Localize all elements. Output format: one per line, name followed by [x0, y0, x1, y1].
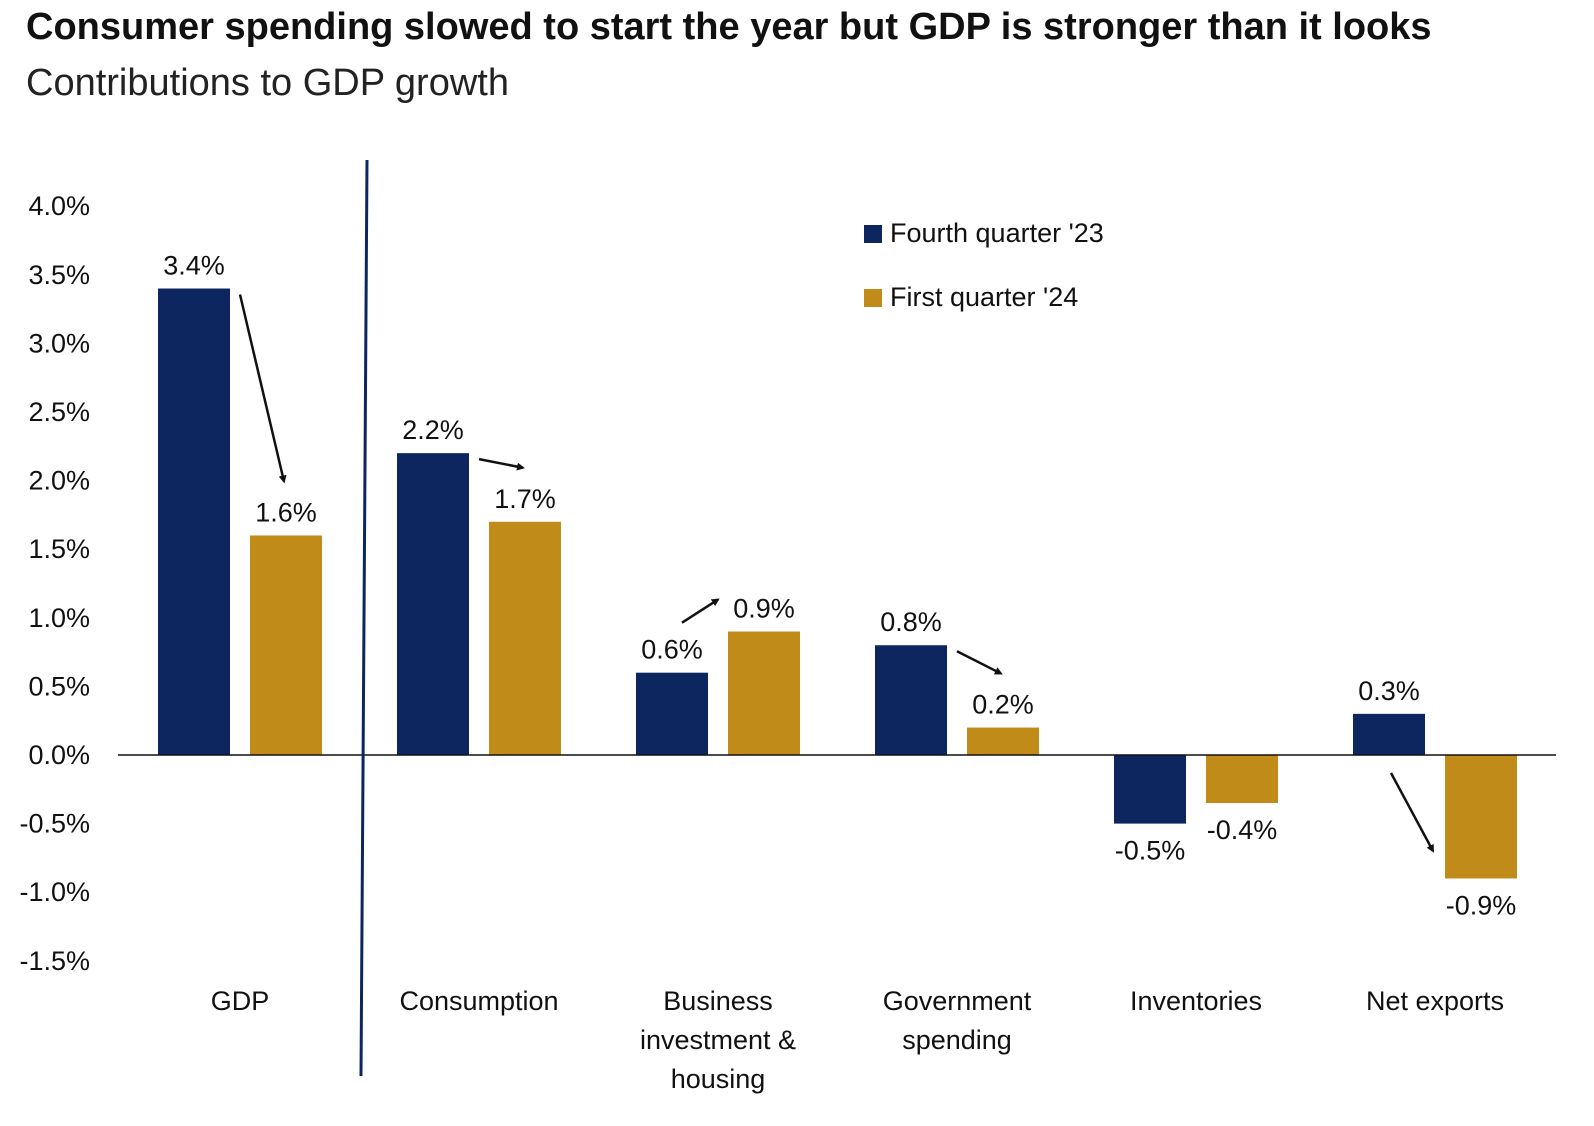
legend-label: First quarter '24: [890, 282, 1078, 312]
data-label: -0.5%: [1115, 836, 1186, 866]
y-tick-label: 0.5%: [28, 671, 90, 701]
y-tick-label: 4.0%: [28, 191, 90, 221]
axis-layer: 4.0% 3.5% 3.0% 2.5% 2.0% 1.5% 1.0% 0.5% 0.0% -0.5…: [19, 159, 1556, 1077]
y-tick-label: 1.0%: [28, 603, 90, 633]
category-label: housing: [671, 1064, 766, 1094]
bar: [636, 672, 708, 755]
change-arrow: [478, 457, 525, 471]
chart-subtitle: Contributions to GDP growth: [26, 62, 509, 104]
labels-layer: 3.4% 1.6% GDP 2.2% 1.7% Consumption 0.6% 0.9% Bu…: [163, 251, 1516, 1094]
change-arrow: [956, 650, 1003, 675]
data-label: 0.3%: [1358, 676, 1420, 706]
category-label: Net exports: [1366, 986, 1504, 1016]
legend-swatch: [864, 289, 882, 307]
category-label: Government: [883, 986, 1032, 1016]
data-label: -0.9%: [1446, 890, 1517, 920]
bar: [875, 645, 947, 755]
y-tick-label: 2.0%: [28, 466, 90, 496]
data-label: 0.2%: [972, 690, 1034, 720]
bar: [1353, 713, 1425, 755]
bar: [1445, 755, 1517, 879]
category-label: Consumption: [399, 986, 558, 1016]
data-label: 1.7%: [494, 484, 556, 514]
change-arrow: [681, 598, 720, 624]
data-label: 0.6%: [641, 635, 703, 665]
y-tick-label: 0.0%: [28, 740, 90, 770]
category-label: investment &: [640, 1025, 796, 1055]
change-arrow: [1389, 772, 1435, 853]
bar: [967, 727, 1039, 755]
change-arrow: [238, 294, 287, 484]
y-tick-label: 3.5%: [28, 260, 90, 290]
category-label: GDP: [211, 986, 270, 1016]
bar: [1114, 755, 1186, 824]
bar: [250, 535, 322, 755]
y-tick-label: -1.5%: [19, 946, 90, 976]
y-tick-label: 2.5%: [28, 397, 90, 427]
bar: [489, 521, 561, 755]
bar: [728, 631, 800, 755]
data-label: 1.6%: [255, 497, 317, 527]
divider-line: [359, 159, 369, 1077]
y-tick-label: 3.0%: [28, 328, 90, 358]
data-label: 3.4%: [163, 251, 225, 281]
y-tick-label: -0.5%: [19, 809, 90, 839]
data-label: 2.2%: [402, 415, 464, 445]
y-tick-label: -1.0%: [19, 877, 90, 907]
data-label: -0.4%: [1207, 815, 1278, 845]
bar: [158, 288, 230, 755]
legend: Fourth quarter '23 First quarter '24: [864, 218, 1104, 312]
arrows-layer: [238, 294, 1435, 853]
category-label: Business: [663, 986, 773, 1016]
legend-label: Fourth quarter '23: [890, 218, 1104, 248]
bars-layer: [158, 288, 1517, 879]
category-label: Inventories: [1130, 986, 1262, 1016]
data-label: 0.8%: [880, 607, 942, 637]
data-label: 0.9%: [733, 594, 795, 624]
chart-title: Consumer spending slowed to start the ye…: [26, 6, 1432, 48]
bar: [397, 453, 469, 755]
category-label: spending: [902, 1025, 1012, 1055]
bar: [1206, 755, 1278, 804]
y-tick-label: 1.5%: [28, 534, 90, 564]
legend-swatch: [864, 225, 882, 243]
